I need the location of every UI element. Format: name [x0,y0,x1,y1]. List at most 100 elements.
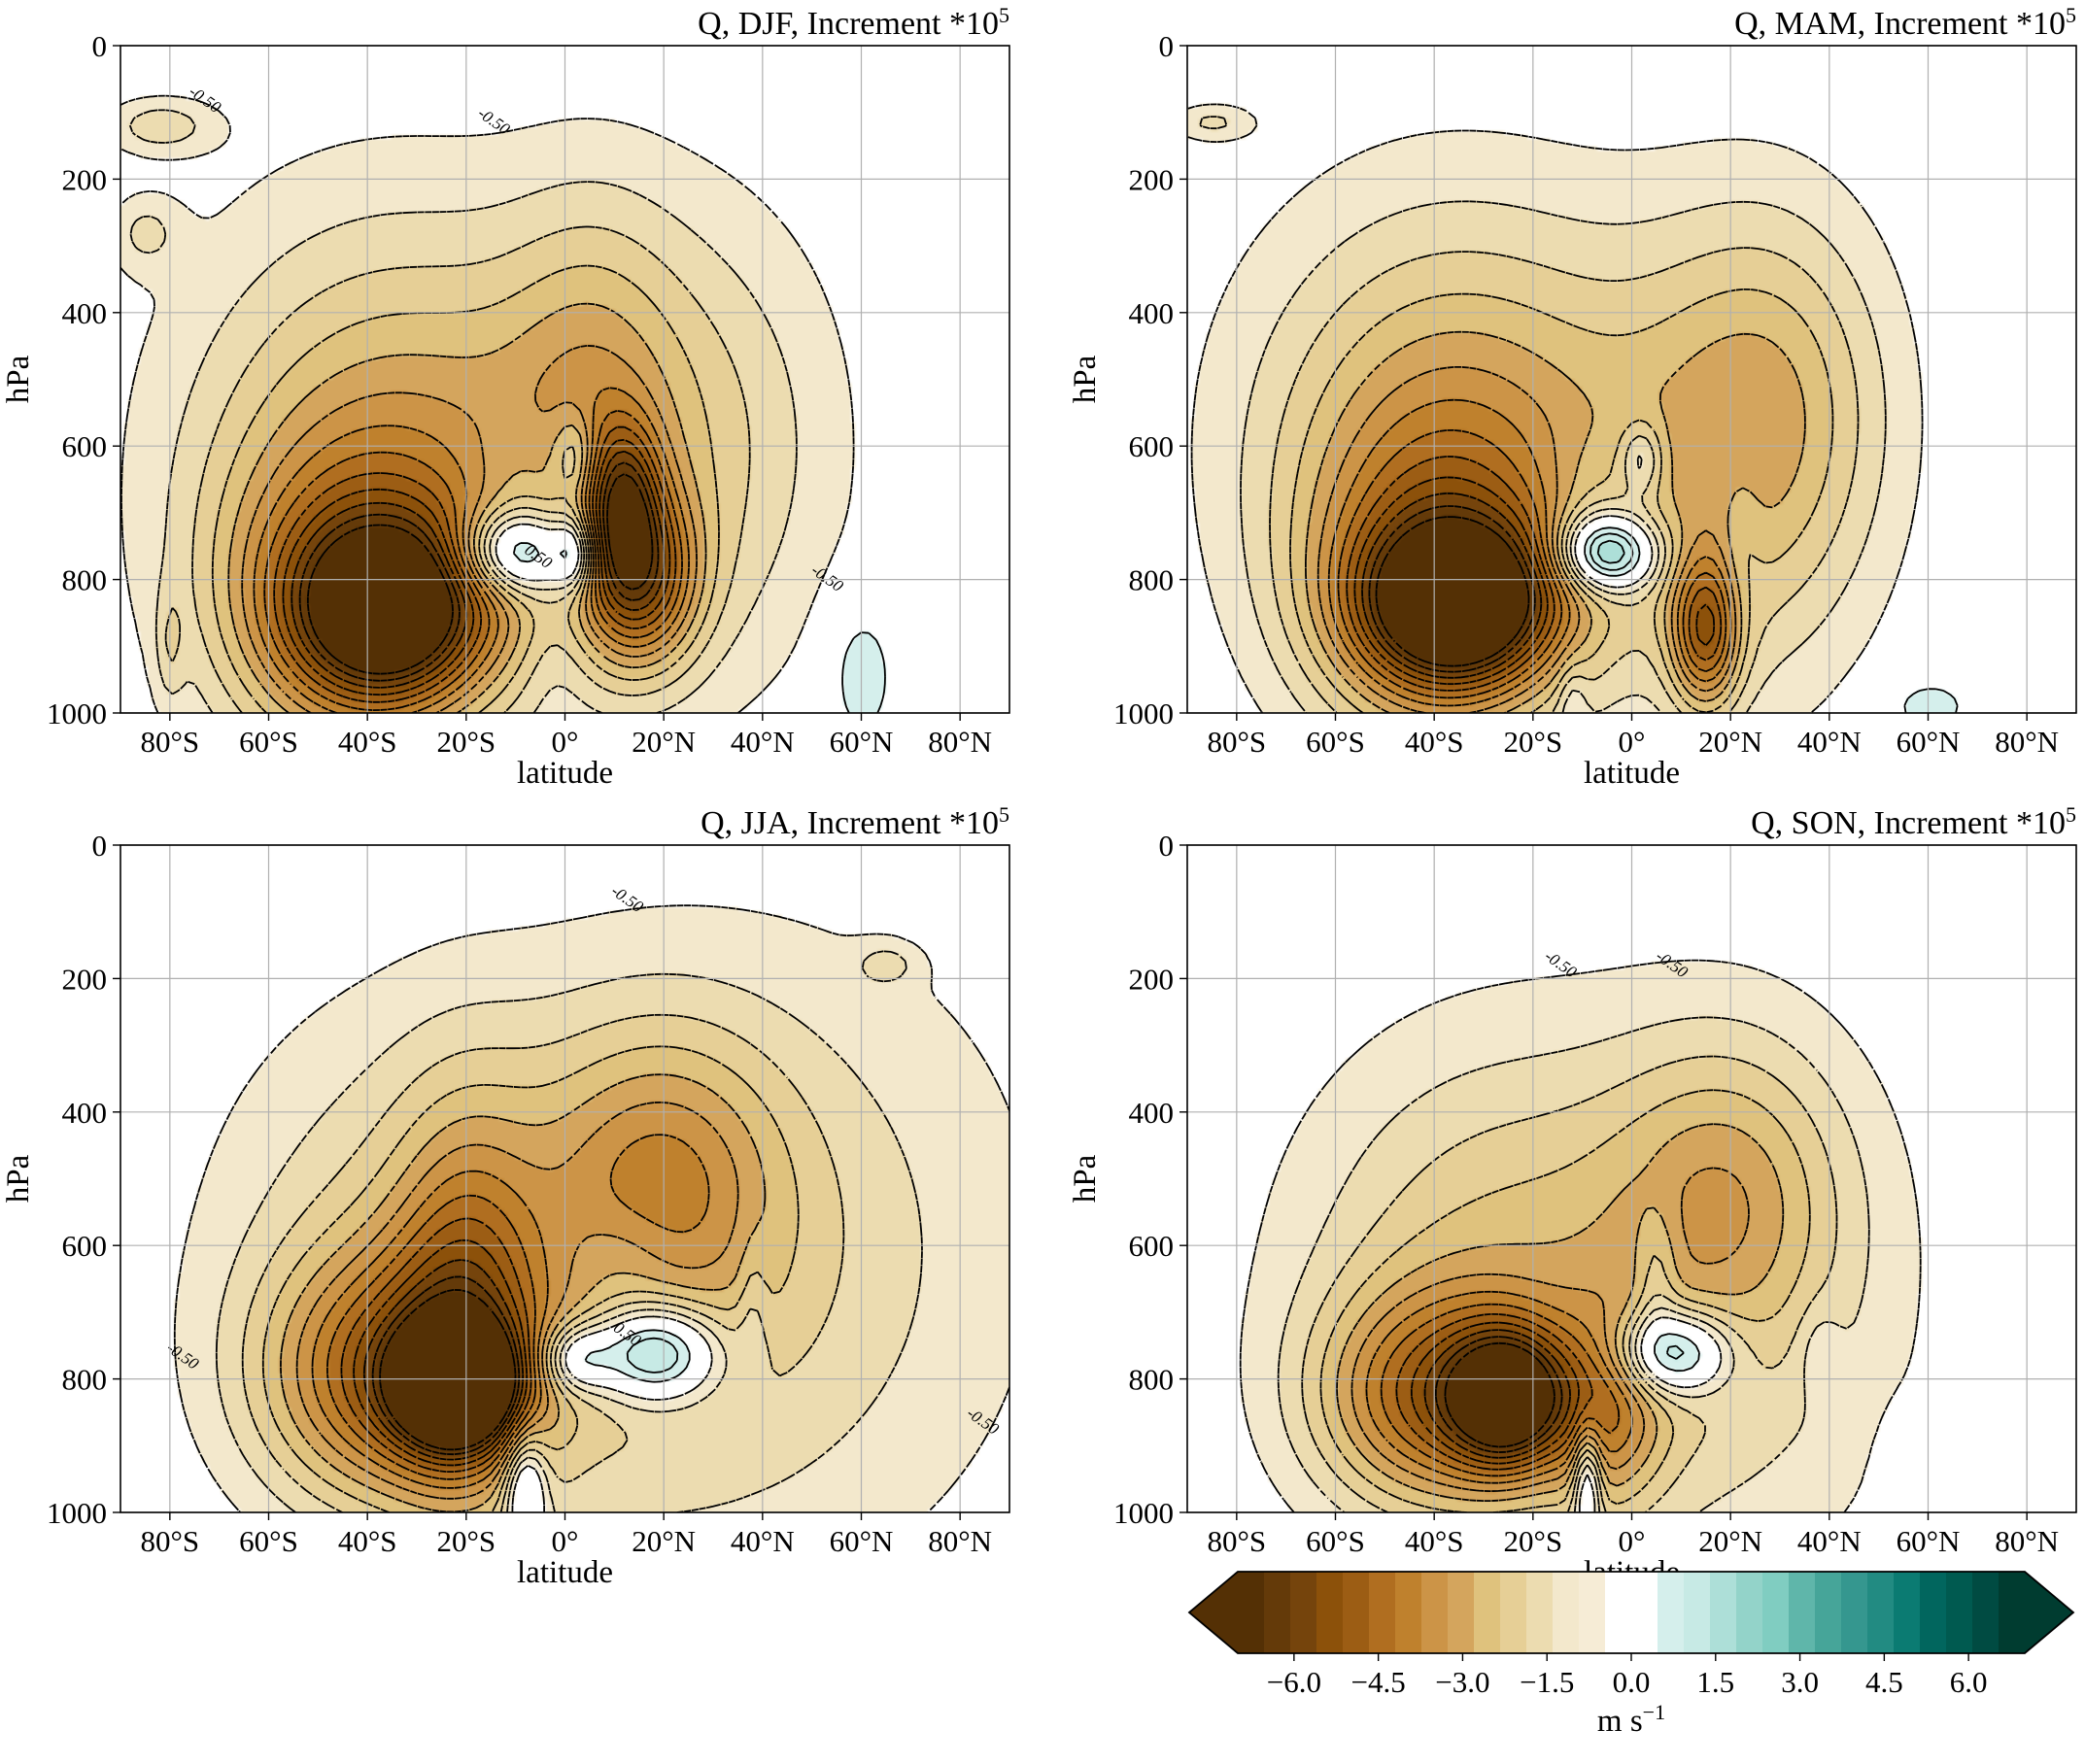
panel-1: 80°S 60°S 40°S 20°S 0° 20°N 40°N 60°N 80°N 0 200 40… [1068,3,2077,791]
x-tick-label: 60°S [239,725,298,759]
y-tick-label: 200 [62,162,108,196]
y-axis-label: hPa [1,1154,36,1203]
colorbar-bin [1395,1572,1422,1653]
contour-line [1444,1341,1555,1448]
x-tick-label: 80°N [928,1524,992,1558]
colorbar-bin [1920,1572,1947,1653]
colorbar-bin [1605,1572,1632,1653]
colorbar-bin [1841,1572,1868,1653]
x-tick-label: 0° [552,725,579,759]
panel-title: Q, MAM, Increment *105 [1734,3,2076,43]
y-axis-label: hPa [1068,1154,1103,1203]
contour-line [241,1013,845,1512]
y-tick-label: 1000 [47,696,107,730]
colorbar-bin [1631,1572,1658,1653]
contour-line [1301,1055,1838,1512]
colorbar-tick-label: −6.0 [1267,1665,1321,1699]
y-tick-label: 800 [62,1363,108,1397]
y-tick-label: 0 [1159,29,1175,63]
colorbar-tick-label: −4.5 [1351,1665,1406,1699]
contour-line [362,1259,525,1461]
colorbar-bin [1710,1572,1737,1653]
y-tick-label: 600 [62,1229,108,1263]
y-tick-label: 1000 [1113,696,1174,730]
x-tick-label: 0° [552,1524,579,1558]
colorbar-bin [1946,1572,1973,1653]
contour-line [340,1217,532,1473]
colorbar-bin [1579,1572,1606,1653]
y-tick-label: 0 [1159,829,1175,863]
contour-line [1346,456,1723,692]
contour-lines [173,904,1009,1512]
contour-line [241,345,698,713]
contour-line [584,1329,691,1383]
y-tick-label: 400 [1129,296,1175,330]
contour-line [1375,516,1530,667]
contour-line [164,225,751,713]
colorbar-bin [1238,1572,1265,1653]
colorbar-label-exponent: −1 [1643,1700,1665,1724]
contour-line [120,94,855,713]
colorbar-bin [1264,1572,1291,1653]
x-tick-label: 60°N [1897,1524,1961,1558]
title-exponent: 5 [999,802,1009,827]
x-tick-label: 60°S [239,1524,298,1558]
x-tick-label: 80°S [1208,1524,1267,1558]
y-tick-label: 200 [1129,162,1175,196]
y-tick-label: 0 [92,829,108,863]
x-tick-label: 40°S [338,1524,397,1558]
colorbar-bin [1343,1572,1370,1653]
contour-line [1277,1016,1870,1512]
x-tick-label: 0° [1619,1524,1646,1558]
contour-line [1361,492,1543,679]
y-axis-label: hPa [1068,355,1103,403]
x-tick-label: 40°N [731,1524,795,1558]
title-exponent: 5 [2066,802,2076,827]
contour-line [1410,1321,1580,1465]
contour-line [1596,539,1625,564]
colorbar-tick-label: 0.0 [1613,1665,1651,1699]
x-tick-label: 0° [1619,725,1646,759]
contour-line [1665,1344,1685,1360]
contour-line [1380,1303,1621,1477]
x-tick-label: 80°N [928,725,992,759]
x-tick-label: 20°S [437,1524,496,1558]
colorbar-bin [1500,1572,1527,1653]
y-axis-label: hPa [1,355,36,403]
title-exponent: 5 [999,3,1009,27]
colorbar-tick-label: 4.5 [1865,1665,1903,1699]
y-tick-label: 0 [92,29,108,63]
colorbar-bin [1999,1572,2026,1653]
colorbar-bin [1369,1572,1396,1653]
x-axis-label: latitude [517,756,613,791]
colorbar-bin [1474,1572,1501,1653]
contour-line [1187,103,1924,713]
y-tick-label: 600 [1129,429,1175,463]
contour-line [311,1134,710,1489]
x-tick-label: 80°S [1208,725,1267,759]
x-axis-label: latitude [1584,756,1680,791]
contour-line [626,1337,679,1374]
colorbar-bin [1526,1572,1554,1653]
colorbar-bin [1815,1572,1842,1653]
contour-line [307,473,654,675]
x-tick-label: 20°S [1504,725,1563,759]
colorbar-bin [1684,1572,1711,1653]
colorbar-bin [1421,1572,1449,1653]
contour-line [1365,1290,1633,1484]
x-tick-label: 40°N [1797,1524,1862,1558]
colorbar-extend-max [2025,1572,2073,1653]
panel-title: Q, SON, Increment *105 [1751,802,2076,842]
contour-line [215,950,923,1512]
contour-line [298,461,660,682]
x-tick-label: 20°N [1698,725,1762,759]
colorbar-tick-label: 3.0 [1781,1665,1819,1699]
x-tick-label: 40°S [1405,725,1464,759]
y-tick-label: 200 [1129,962,1175,996]
x-tick-label: 80°N [1995,725,2059,759]
y-tick-label: 800 [1129,563,1175,597]
